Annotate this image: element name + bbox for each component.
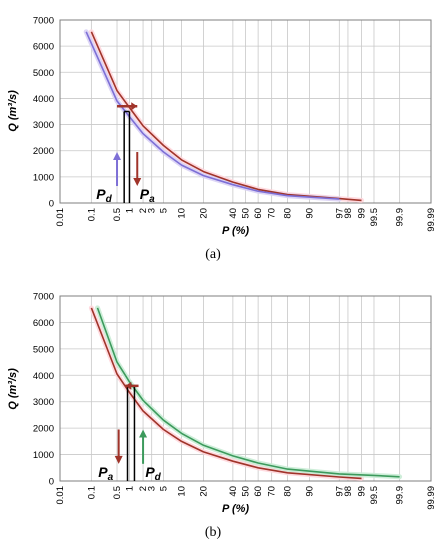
x-tick-label: 60 xyxy=(253,486,264,497)
x-tick-label: 60 xyxy=(253,208,264,219)
x-tick-label: 99 xyxy=(357,486,368,497)
x-tick-label: 90 xyxy=(304,208,315,219)
x-tick-label: 80 xyxy=(282,208,293,219)
x-tick-label: 5 xyxy=(158,486,169,491)
x-tick-label: 2 xyxy=(138,208,149,213)
y-axis-title: Q (m³/s) xyxy=(7,90,19,132)
p-label-right-subscript: a xyxy=(149,194,155,205)
y-tick-label: 4000 xyxy=(33,371,54,382)
x-tick-label: 5 xyxy=(158,208,169,213)
y-tick-label: 2000 xyxy=(33,146,54,157)
y-tick-label: 7000 xyxy=(33,292,54,303)
p-label-left-main: P xyxy=(98,464,108,480)
p-label-left: Pd xyxy=(96,186,112,205)
x-tick-label: 2 xyxy=(138,486,149,491)
x-tick-label: 10 xyxy=(177,208,188,219)
p-label-right-main: P xyxy=(140,186,150,202)
y-tick-label: 5000 xyxy=(33,344,54,355)
x-tick-label: 10 xyxy=(177,486,188,497)
caption-b: (b) xyxy=(204,525,222,540)
down-arrow-head xyxy=(133,178,142,187)
x-axis-title: P (%) xyxy=(222,225,249,237)
up-arrow-head xyxy=(139,429,148,438)
x-tick-label: 20 xyxy=(199,486,210,497)
x-tick-label: 99.99 xyxy=(426,486,437,510)
up-arrow-head xyxy=(113,152,122,161)
x-tick-label: 0.01 xyxy=(55,486,66,505)
y-tick-label: 5000 xyxy=(33,68,54,79)
x-tick-label: 97 xyxy=(334,486,345,497)
y-tick-label: 7000 xyxy=(33,16,54,27)
x-tick-label: 20 xyxy=(199,208,210,219)
x-tick-label: 99 xyxy=(357,208,368,219)
x-tick-label: 3 xyxy=(147,208,158,213)
y-tick-label: 0 xyxy=(49,477,54,488)
shift-arrow-head xyxy=(131,102,138,111)
x-tick-label: 97 xyxy=(334,208,345,219)
p-label-left-subscript: a xyxy=(108,472,114,483)
p-label-left-subscript: d xyxy=(106,194,113,205)
y-tick-label: 6000 xyxy=(33,42,54,53)
p-label-left-main: P xyxy=(96,186,106,202)
x-tick-label: 70 xyxy=(267,208,278,219)
x-tick-label: 1 xyxy=(124,486,135,491)
y-tick-label: 6000 xyxy=(33,318,54,329)
series-line-green xyxy=(96,307,400,478)
shift-arrow-head xyxy=(125,381,132,390)
x-tick-label: 40 xyxy=(228,486,239,497)
x-tick-label: 80 xyxy=(282,486,293,497)
x-tick-label: 99.5 xyxy=(369,486,380,505)
p-label-right-subscript: d xyxy=(155,472,162,483)
y-tick-label: 1000 xyxy=(33,450,54,461)
series-line-brown xyxy=(90,31,362,202)
x-tick-label: 99.9 xyxy=(395,208,406,227)
plot-frame xyxy=(59,19,432,204)
y-tick-label: 1000 xyxy=(33,172,54,183)
x-axis-title: P (%) xyxy=(222,503,249,515)
x-tick-label: 70 xyxy=(267,486,278,497)
x-tick-label: 50 xyxy=(241,208,252,219)
caption-a: (a) xyxy=(205,247,221,262)
x-tick-label: 50 xyxy=(241,486,252,497)
y-axis-title: Q (m³/s) xyxy=(7,368,19,410)
y-tick-label: 3000 xyxy=(33,120,54,131)
x-tick-label: 3 xyxy=(147,486,158,491)
x-tick-label: 0.5 xyxy=(112,208,123,221)
x-tick-label: 98 xyxy=(343,208,354,219)
x-tick-label: 0.01 xyxy=(55,208,66,227)
plot-frame xyxy=(59,295,432,482)
x-tick-label: 99.9 xyxy=(395,486,406,505)
x-tick-label: 90 xyxy=(304,486,315,497)
x-tick-label: 0.1 xyxy=(86,208,97,221)
p-label-left: Pa xyxy=(98,464,113,483)
y-tick-label: 2000 xyxy=(33,424,54,435)
x-tick-label: 99.99 xyxy=(426,208,437,232)
x-tick-label: 0.1 xyxy=(86,486,97,499)
y-tick-label: 0 xyxy=(49,199,54,210)
p-label-right: Pd xyxy=(145,464,161,483)
x-tick-label: 1 xyxy=(124,208,135,213)
x-tick-label: 40 xyxy=(228,208,239,219)
x-tick-label: 98 xyxy=(343,486,354,497)
p-label-right-main: P xyxy=(145,464,155,480)
x-tick-label: 0.5 xyxy=(112,486,123,499)
down-arrow-head xyxy=(114,455,123,464)
y-tick-label: 3000 xyxy=(33,397,54,408)
x-tick-label: 99.5 xyxy=(369,208,380,227)
p-label-right: Pa xyxy=(140,186,155,205)
y-tick-label: 4000 xyxy=(33,94,54,105)
